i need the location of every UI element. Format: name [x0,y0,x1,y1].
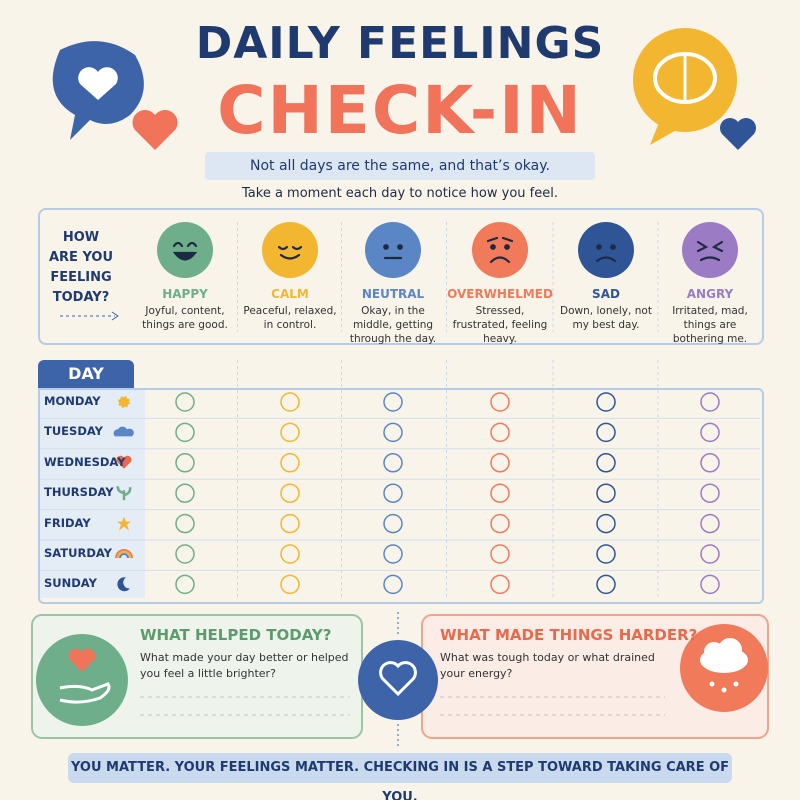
prompt-line: TODAY? [52,290,110,305]
feeling-name: HAPPY [162,287,208,301]
title: DAILY FEELINGS [195,18,605,69]
tracker-table [38,388,764,604]
instruction: Take a moment each day to notice how you… [242,186,558,201]
feeling-name: SAD [592,287,620,301]
harder-title: WHAT MADE THINGS HARDER? [440,626,698,644]
feelings-box [38,208,764,345]
feeling-description: Down, lonely, not my best day. [560,305,652,331]
feeling-description: Stressed, frustrated, feeling heavy. [452,305,548,345]
prompt-line: HOW [62,230,100,245]
harder-prompt: What was tough today or what drained you… [440,651,655,680]
title: CHECK-IN [217,72,583,149]
prompt-line: FEELING [50,270,112,285]
helped-prompt: What made your day better or helped you … [140,651,349,680]
feeling-name: ANGRY [686,287,734,301]
feeling-description: Peaceful, relaxed, in control. [243,305,337,331]
feeling-name: NEUTRAL [361,287,425,301]
feeling-description: Okay, in the middle, getting through the… [349,305,437,345]
feeling-name: OVERWHELMED [447,287,553,301]
day-name: MONDAY [44,394,101,408]
day-name: SATURDAY [44,546,113,560]
helped-title: WHAT HELPED TODAY? [140,626,332,644]
day-name: THURSDAY [44,485,114,500]
day-name: SUNDAY [44,576,97,591]
prompt: HOW ARE YOU FEELING TODAY? [46,228,116,308]
feeling-description: Joyful, content, things are good. [142,305,228,331]
table-header: DAY [38,360,134,388]
footer-banner: YOU MATTER. YOUR FEELINGS MATTER. CHECKI… [68,753,732,800]
prompt-line: ARE YOU [48,250,114,265]
day-name: TUESDAY [44,424,103,439]
feeling-name: CALM [271,287,309,301]
feeling-description: Irritated, mad, things are bothering me. [672,305,748,345]
day-name: FRIDAY [44,515,91,530]
day-name: WEDNESDAY [44,454,126,469]
subtitle: Not all days are the same, and that’s ok… [205,152,595,180]
